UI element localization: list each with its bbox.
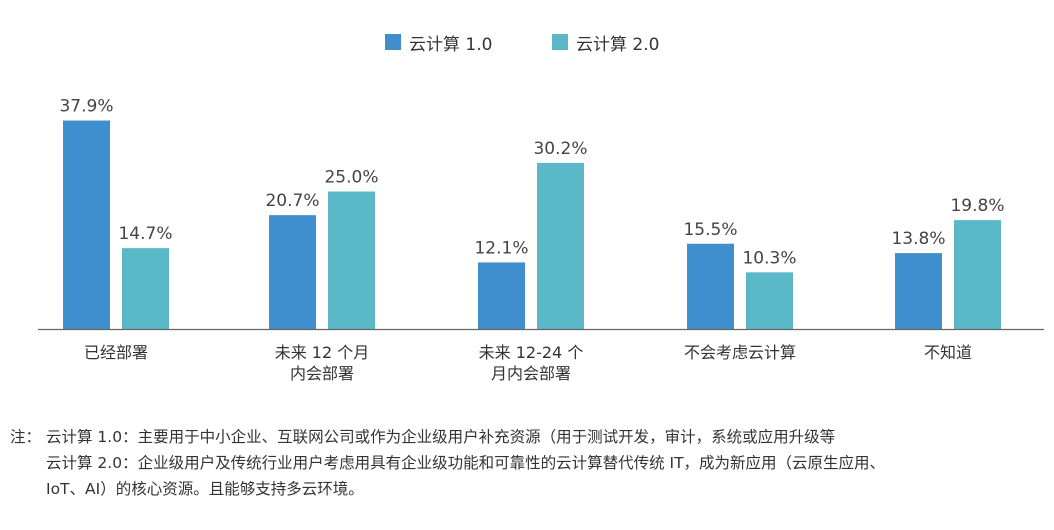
note-prefix: 注： [10,428,42,446]
legend-label-series-1: 云计算 1.0 [409,34,493,55]
legend-item-series-1: 云计算 1.0 [385,32,493,55]
legend-swatch-series-1 [385,34,401,50]
bar-series-2-4 [746,272,793,329]
x-tick-label-2-2: 内会部署 [290,364,354,383]
data-label-series-1-1: 37.9% [59,97,113,117]
bar-series-1-1 [63,120,110,329]
data-label-series-1-2: 20.7% [265,191,319,211]
data-label-series-2-3: 30.2% [533,139,587,159]
bar-series-1-3 [478,262,525,329]
note-line-3: IoT、AI）的核心资源。且能够支持多云环境。 [46,480,364,498]
bar-series-1-5 [895,253,942,329]
legend-swatch-series-2 [552,34,568,50]
x-tick-label-3-1: 未来 12-24 个 [479,343,584,362]
x-tick-label-1-1: 已经部署 [84,343,148,362]
data-label-series-2-5: 19.8% [950,196,1004,216]
note-line-1: 注： 云计算 1.0：主要用于中小企业、互联网公司或作为企业级用户补充资源（用于测… [10,424,1050,450]
data-label-series-1-4: 15.5% [683,220,737,240]
data-label-series-2-4: 10.3% [742,248,796,268]
note-line-2: 云计算 2.0：企业级用户及传统行业用户考虑用具有企业级功能和可靠性的云计算替代… [46,454,886,472]
legend-label-series-2: 云计算 2.0 [576,34,660,55]
bar-series-1-2 [269,215,316,329]
bar-series-2-3 [537,162,584,329]
legend-item-series-2: 云计算 2.0 [552,32,660,55]
x-tick-label-4-1: 不会考虑云计算 [684,343,796,362]
note-text-1: 云计算 1.0：主要用于中小企业、互联网公司或作为企业级用户补充资源（用于测试开… [46,428,836,446]
footnotes: 注： 云计算 1.0：主要用于中小企业、互联网公司或作为企业级用户补充资源（用于测… [10,424,1050,502]
x-tick-label-5-1: 不知道 [924,343,972,362]
data-label-series-2-1: 14.7% [118,224,172,244]
data-label-series-2-2: 25.0% [324,168,378,188]
bar-series-2-2 [328,191,375,329]
x-tick-label-2-1: 未来 12 个月 [275,343,370,362]
data-label-series-1-3: 12.1% [474,238,528,258]
bar-series-1-4 [687,243,734,329]
bar-series-2-5 [954,220,1001,329]
data-label-series-1-5: 13.8% [891,229,945,249]
bar-series-2-1 [122,248,169,329]
x-tick-label-3-2: 月内会部署 [491,364,571,383]
